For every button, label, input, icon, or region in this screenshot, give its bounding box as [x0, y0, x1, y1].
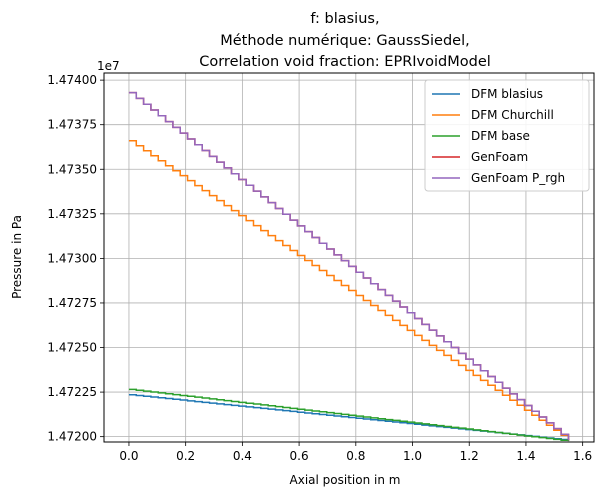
- legend-entry-label: GenFoam: [471, 150, 528, 164]
- y-tick-label: 1.47275: [47, 296, 97, 310]
- chart-title: f: blasius, Méthode numérique: GaussSied…: [199, 11, 491, 70]
- legend-entry-label: DFM blasius: [471, 87, 543, 101]
- y-tick-label: 1.47325: [47, 207, 97, 221]
- legend-box: [424, 79, 590, 192]
- x-tick-label: 1.6: [573, 449, 592, 463]
- x-tick-label: 1.0: [403, 449, 422, 463]
- x-tick-label: 0.6: [290, 449, 309, 463]
- legend-entry-label: DFM base: [471, 129, 530, 143]
- x-tick-label: 1.2: [460, 449, 479, 463]
- plot-lines: [128, 91, 570, 442]
- y-tick-label: 1.47250: [47, 341, 97, 355]
- y-axis-ticks: 1.47200 1.47225 1.47250 1.47275 1.47300 1.473…: [47, 73, 104, 444]
- x-axis-ticks: 0.0 0.2 0.4 0.6 0.8 1.0 1.2 1.4 1.6: [119, 442, 592, 463]
- x-tick-label: 0.8: [346, 449, 365, 463]
- y-tick-label: 1.47225: [47, 385, 97, 399]
- chart-title-line-2: Méthode numérique: GaussSiedel,: [220, 33, 469, 49]
- x-tick-label: 1.4: [516, 449, 535, 463]
- series-line-2: [128, 388, 570, 442]
- grid-lines: [104, 73, 594, 442]
- y-tick-label: 1.47350: [47, 162, 97, 176]
- x-axis-label: Axial position in m: [290, 473, 401, 487]
- y-axis-label: Pressure in Pa: [10, 215, 24, 299]
- legend-entry-label: GenFoam P_rgh: [471, 171, 565, 185]
- legend-entry-label: DFM Churchill: [471, 108, 554, 122]
- series-line-1: [128, 139, 570, 441]
- x-tick-label: 0.2: [176, 449, 195, 463]
- x-tick-label: 0.0: [119, 449, 138, 463]
- series-line-4: [128, 91, 570, 441]
- chart-title-line-3: Correlation void fraction: EPRIvoidModel: [199, 54, 491, 70]
- y-tick-label: 1.47400: [47, 73, 97, 87]
- y-tick-label: 1.47375: [47, 118, 97, 132]
- chart-title-line-1: f: blasius,: [310, 11, 379, 27]
- plot-area-frame: [103, 72, 595, 443]
- y-tick-label: 1.47200: [47, 430, 97, 444]
- y-tick-label: 1.47300: [47, 251, 97, 265]
- y-axis-offset-label: 1e7: [97, 59, 120, 73]
- legend: DFM blasius DFM Churchill DFM base GenFoam G…: [424, 79, 590, 192]
- x-tick-label: 0.4: [233, 449, 252, 463]
